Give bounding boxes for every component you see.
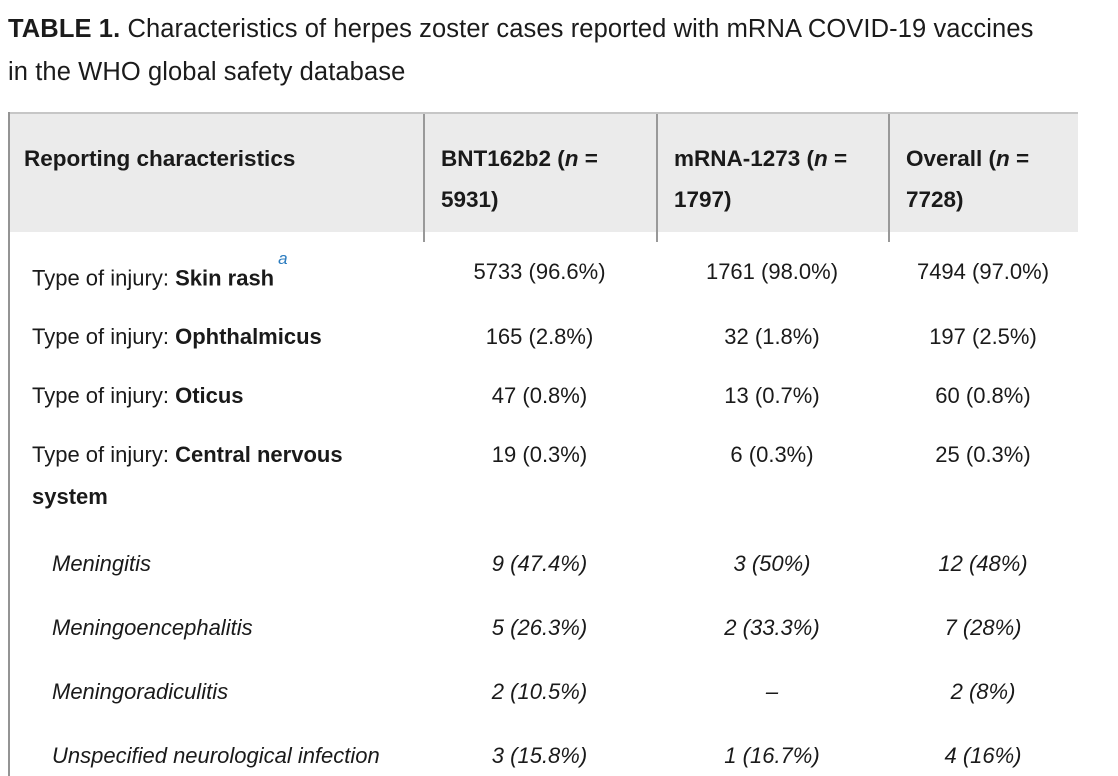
cell-value: 25 (0.3%) <box>935 442 1031 468</box>
column-header-reporting-characteristics: Reporting characteristics <box>10 114 423 232</box>
italic-n: n <box>814 146 828 171</box>
cell-value: 32 (1.8%) <box>724 324 820 350</box>
table-title-text: Characteristics of herpes zoster cases r… <box>8 15 1034 86</box>
row-label-text: Oticus <box>175 383 244 409</box>
cell-value: 4 (16%) <box>944 743 1022 769</box>
cell-value: 12 (48%) <box>938 551 1028 577</box>
header-divider-stub <box>423 232 425 242</box>
header-divider-stub <box>888 232 890 242</box>
cell-value: 13 (0.7%) <box>724 383 820 409</box>
table-row: Meningoradiculitis 2 (10.5%) – 2 (8%) <box>10 654 1078 718</box>
column-header-text: Reporting characteristics <box>24 146 296 171</box>
column-header-count: = 7728) <box>906 146 1030 212</box>
cell-value: 1761 (98.0%) <box>705 259 839 284</box>
column-header-mrna-1273: mRNA-1273 (n = 1797) <box>656 114 888 232</box>
row-label: Type of injury: Ophthalmicus <box>10 299 423 358</box>
cell-value: 165 (2.8%) <box>485 324 594 350</box>
row-label-text: Unspecified neurological infection <box>52 743 380 769</box>
italic-n: n <box>996 146 1010 171</box>
cell-value: 9 (47.4%) <box>491 551 588 577</box>
cell-value: 3 (50%) <box>733 551 811 577</box>
cell-value: 5 (26.3%) <box>491 615 588 641</box>
table-row: Type of injury: Central nervous system 19… <box>10 417 1078 518</box>
cell-value: 2 (10.5%) <box>491 679 588 705</box>
table-row: Type of injury: Ophthalmicus 165 (2.8%) 32… <box>10 299 1078 358</box>
row-label-prefix: Type of injury: <box>32 265 176 291</box>
row-label-text: Ophthalmicus <box>175 324 322 350</box>
italic-n: n <box>564 146 579 171</box>
header-divider-stub <box>656 232 658 242</box>
cell-value: 7 (28%) <box>944 615 1022 641</box>
row-label: Type of injury: Oticus <box>10 358 423 417</box>
row-label-text: Skin rash <box>175 265 275 291</box>
cell-value: 47 (0.8%) <box>491 383 588 409</box>
cell-value: 19 (0.3%) <box>491 442 588 468</box>
table-row: Type of injury: Oticus 47 (0.8%) 13 (0.7%)… <box>10 358 1078 417</box>
cell-value: 2 (8%) <box>950 679 1016 705</box>
footnote-a-link[interactable]: a <box>278 249 288 268</box>
column-header-count: = 1797) <box>674 146 848 212</box>
row-label: Type of injury: Skin rasha <box>10 234 423 299</box>
cell-value: 60 (0.8%) <box>935 383 1031 409</box>
table-title-label: TABLE 1. <box>8 15 121 43</box>
row-label: Meningitis <box>10 526 423 585</box>
row-label: Meningoradiculitis <box>10 654 423 713</box>
table-body: Type of injury: Skin rasha 5733 (96.6%) 17… <box>10 232 1078 776</box>
cell-value: 7494 (97.0%) <box>916 259 1050 284</box>
row-label: Meningoencephalitis <box>10 590 423 649</box>
row-label-prefix: Type of injury: <box>32 324 176 350</box>
cell-value: 197 (2.5%) <box>929 324 1037 350</box>
column-header-text: mRNA-1273 ( <box>674 146 815 171</box>
column-header-text: Overall ( <box>906 146 997 171</box>
cell-value: 6 (0.3%) <box>730 442 814 468</box>
column-header-count: = 5931) <box>441 146 598 212</box>
cell-value: 5733 (96.6%) <box>473 259 606 284</box>
table-row: Meningoencephalitis 5 (26.3%) 2 (33.3%) 7 (… <box>10 590 1078 654</box>
cell-value: 3 (15.8%) <box>491 743 588 769</box>
row-label-text: Meningitis <box>52 551 152 577</box>
column-header-overall: Overall (n = 7728) <box>888 114 1078 232</box>
row-label-text: Meningoradiculitis <box>52 679 229 705</box>
table-header-row: Reporting characteristics BNT162b2 (n = … <box>10 112 1078 232</box>
column-header-text: BNT162b2 ( <box>441 146 565 171</box>
data-table: Reporting characteristics BNT162b2 (n = … <box>8 112 1078 776</box>
row-label-text: Central nervous system <box>32 442 343 510</box>
column-header-bnt162b2: BNT162b2 (n = 5931) <box>423 114 656 232</box>
cell-value: 1 (16.7%) <box>724 743 820 769</box>
table-row: Unspecified neurological infection 3 (15.… <box>10 718 1078 776</box>
cell-value: – <box>765 679 779 705</box>
row-label-text: Meningoencephalitis <box>52 615 253 641</box>
row-label: Type of injury: Central nervous system <box>10 417 423 518</box>
row-label-prefix: Type of injury: <box>32 383 176 409</box>
cell-value: 2 (33.3%) <box>724 615 820 641</box>
table-row: Type of injury: Skin rasha 5733 (96.6%) 17… <box>10 234 1078 299</box>
table-row: Meningitis 9 (47.4%) 3 (50%) 12 (48%) <box>10 526 1078 590</box>
table-title: TABLE 1. Characteristics of herpes zoste… <box>8 8 1048 94</box>
row-label-prefix: Type of injury: <box>32 442 176 468</box>
row-label: Unspecified neurological infection <box>10 718 423 776</box>
